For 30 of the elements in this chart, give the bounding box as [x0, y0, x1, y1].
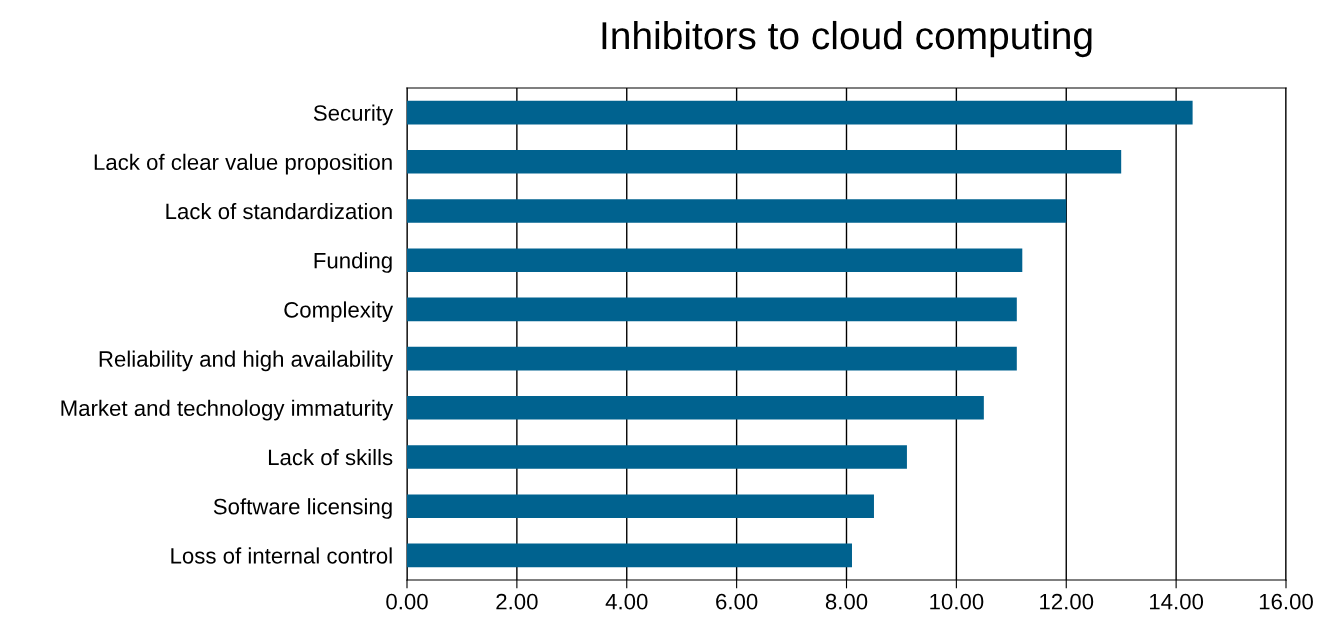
- y-tick-label: Reliability and high availability: [99, 350, 394, 372]
- bar: [407, 346, 1017, 371]
- bar: [407, 445, 907, 469]
- bar: [407, 199, 1067, 223]
- y-tick-label: Security: [313, 104, 394, 126]
- x-tick-label: 0.00: [386, 593, 428, 610]
- chart-title: Inhibitors to cloud computing: [602, 20, 1092, 58]
- bar: [407, 100, 1193, 125]
- bar: [407, 494, 874, 519]
- bar: [407, 395, 984, 420]
- y-tick-label: Funding: [314, 252, 392, 273]
- bar: [407, 297, 1017, 322]
- x-tick-label: 14.00: [1150, 593, 1204, 610]
- y-tick-label: Lack of standardization: [166, 202, 392, 220]
- x-tick-label: 4.00: [605, 593, 648, 610]
- y-tick-label: Complexity: [284, 301, 394, 323]
- y-tick-label: Loss of internal control: [171, 547, 392, 564]
- y-tick-label: Lack of skills: [268, 448, 393, 466]
- bar: [407, 149, 1122, 174]
- x-tick-label: 12.00: [1040, 593, 1094, 610]
- y-tick-label: Lack of clear value proposition: [94, 153, 392, 175]
- y-tick-label: Software licensing: [213, 498, 392, 519]
- y-tick-label: Market and technology immaturity: [61, 399, 394, 421]
- x-tick-label: 2.00: [496, 593, 538, 610]
- bar: [407, 248, 1023, 273]
- x-tick-label: 6.00: [716, 593, 758, 610]
- x-tick-label: 16.00: [1259, 593, 1313, 610]
- x-tick-label: 8.00: [825, 593, 868, 610]
- bar: [407, 543, 852, 568]
- x-tick-label: 10.00: [930, 593, 984, 610]
